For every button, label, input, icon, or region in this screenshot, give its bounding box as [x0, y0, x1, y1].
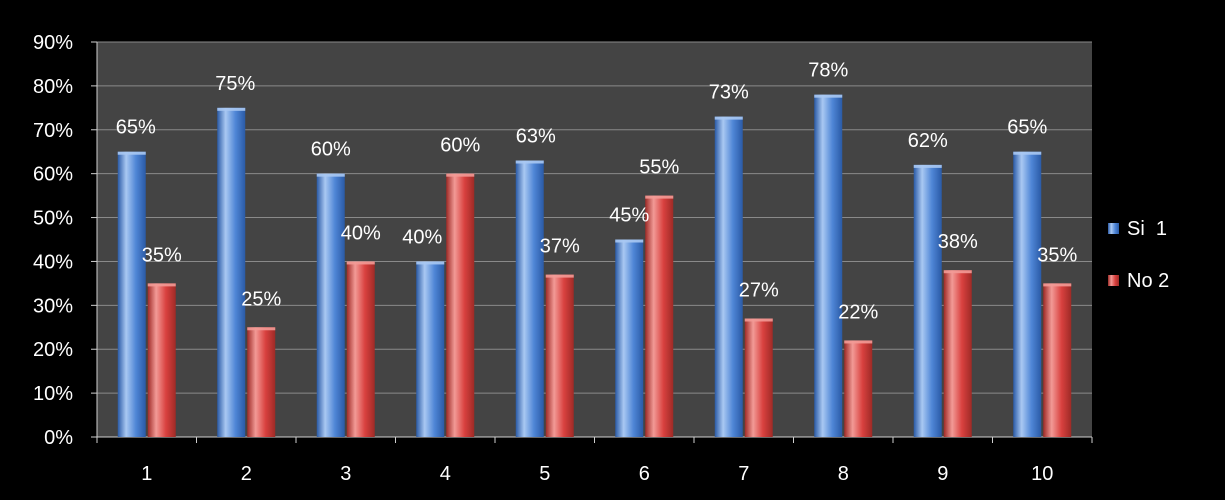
bar-no	[645, 195, 674, 437]
legend-item-si: Si 1	[1108, 218, 1167, 240]
bar-si	[1013, 151, 1042, 437]
x-tick-label: 8	[838, 463, 849, 485]
legend-label: No 2	[1127, 270, 1169, 292]
data-label: 45%	[609, 205, 649, 227]
bar-no	[247, 327, 276, 437]
legend-label: Si 1	[1127, 218, 1167, 240]
data-label: 22%	[838, 301, 878, 323]
y-tick-label: 20%	[33, 339, 73, 361]
x-tick-label: 9	[937, 463, 948, 485]
bar-no	[943, 270, 972, 437]
legend-item-no: No 2	[1108, 270, 1169, 292]
bar-si	[714, 116, 743, 437]
legend-swatch	[1108, 275, 1119, 286]
data-label: 40%	[341, 222, 381, 244]
bar-no-cap	[346, 261, 375, 265]
x-tick-label: 10	[1031, 463, 1053, 485]
x-tick-label: 7	[738, 463, 749, 485]
bar-si-cap	[1013, 151, 1042, 155]
legend: Si 1 No 2	[1108, 218, 1169, 292]
data-label: 35%	[142, 244, 182, 266]
x-tick-label: 2	[241, 463, 252, 485]
bar-si	[117, 151, 146, 437]
data-label: 60%	[311, 139, 351, 161]
y-tick-label: 30%	[33, 295, 73, 317]
bar-no-cap	[1043, 283, 1072, 287]
x-tick-label: 1	[141, 463, 152, 485]
bar-si-cap	[615, 239, 644, 243]
bar-si	[217, 107, 246, 437]
data-label: 40%	[402, 226, 442, 248]
bar-no	[844, 340, 873, 437]
bar-si-cap	[217, 107, 246, 111]
y-tick-label: 90%	[33, 32, 73, 54]
bar-si-cap	[316, 173, 345, 177]
data-label: 35%	[1037, 244, 1077, 266]
bar-no	[545, 274, 574, 437]
data-label: 65%	[116, 117, 156, 139]
bar-no	[446, 173, 475, 437]
data-label: 60%	[440, 135, 480, 157]
bar-si-cap	[117, 151, 146, 155]
bar-si-cap	[814, 94, 843, 98]
bar-si	[416, 261, 445, 437]
bar-no-cap	[247, 327, 276, 331]
bar-si	[814, 94, 843, 438]
bar-si	[515, 160, 544, 437]
bar-no-cap	[147, 283, 176, 287]
data-label: 25%	[241, 288, 281, 310]
x-tick-label: 5	[539, 463, 550, 485]
data-label: 55%	[639, 157, 679, 179]
axes: 0% 10% 20% 30% 40% 50% 60% 70% 80% 90% 1 2 3 4 5 6 7 8 9 10	[33, 32, 1093, 485]
bar-no	[346, 261, 375, 437]
y-tick-label: 80%	[33, 76, 73, 98]
data-label: 73%	[709, 82, 749, 104]
legend-swatch	[1108, 223, 1119, 234]
x-tick-label: 4	[440, 463, 451, 485]
bar-no	[1043, 283, 1072, 437]
bar-si-cap	[416, 261, 445, 265]
x-tick-label: 6	[639, 463, 650, 485]
bar-no-cap	[545, 274, 574, 278]
y-tick-label: 60%	[33, 164, 73, 186]
data-label: 78%	[808, 60, 848, 82]
bar-no	[147, 283, 176, 437]
data-label: 38%	[938, 231, 978, 253]
bar-si-cap	[515, 160, 544, 164]
bar-si	[913, 164, 942, 437]
data-label: 27%	[739, 280, 779, 302]
data-label: 65%	[1007, 117, 1047, 139]
bar-si-cap	[913, 164, 942, 168]
bar-no-cap	[645, 195, 674, 199]
bar-no-cap	[446, 173, 475, 177]
bar-si	[316, 173, 345, 437]
y-tick-label: 50%	[33, 208, 73, 230]
x-tick-label: 3	[340, 463, 351, 485]
bar-no	[744, 318, 773, 437]
data-labels: 65% 35% 75% 25% 60% 40% 40% 60% 63% 37% 45% 55% 73% 2…	[116, 60, 1078, 324]
y-tick-label: 0%	[44, 427, 73, 449]
bar-si	[615, 239, 644, 437]
bar-si-cap	[714, 116, 743, 120]
bar-no-cap	[844, 340, 873, 344]
bar-no-cap	[744, 318, 773, 322]
y-tick-label: 40%	[33, 251, 73, 273]
data-label: 62%	[908, 130, 948, 152]
y-tick-label: 10%	[33, 383, 73, 405]
bars	[117, 94, 1072, 438]
data-label: 37%	[540, 236, 580, 258]
y-tick-label: 70%	[33, 120, 73, 142]
data-label: 75%	[215, 73, 255, 95]
bar-no-cap	[943, 270, 972, 274]
data-label: 63%	[516, 126, 556, 148]
